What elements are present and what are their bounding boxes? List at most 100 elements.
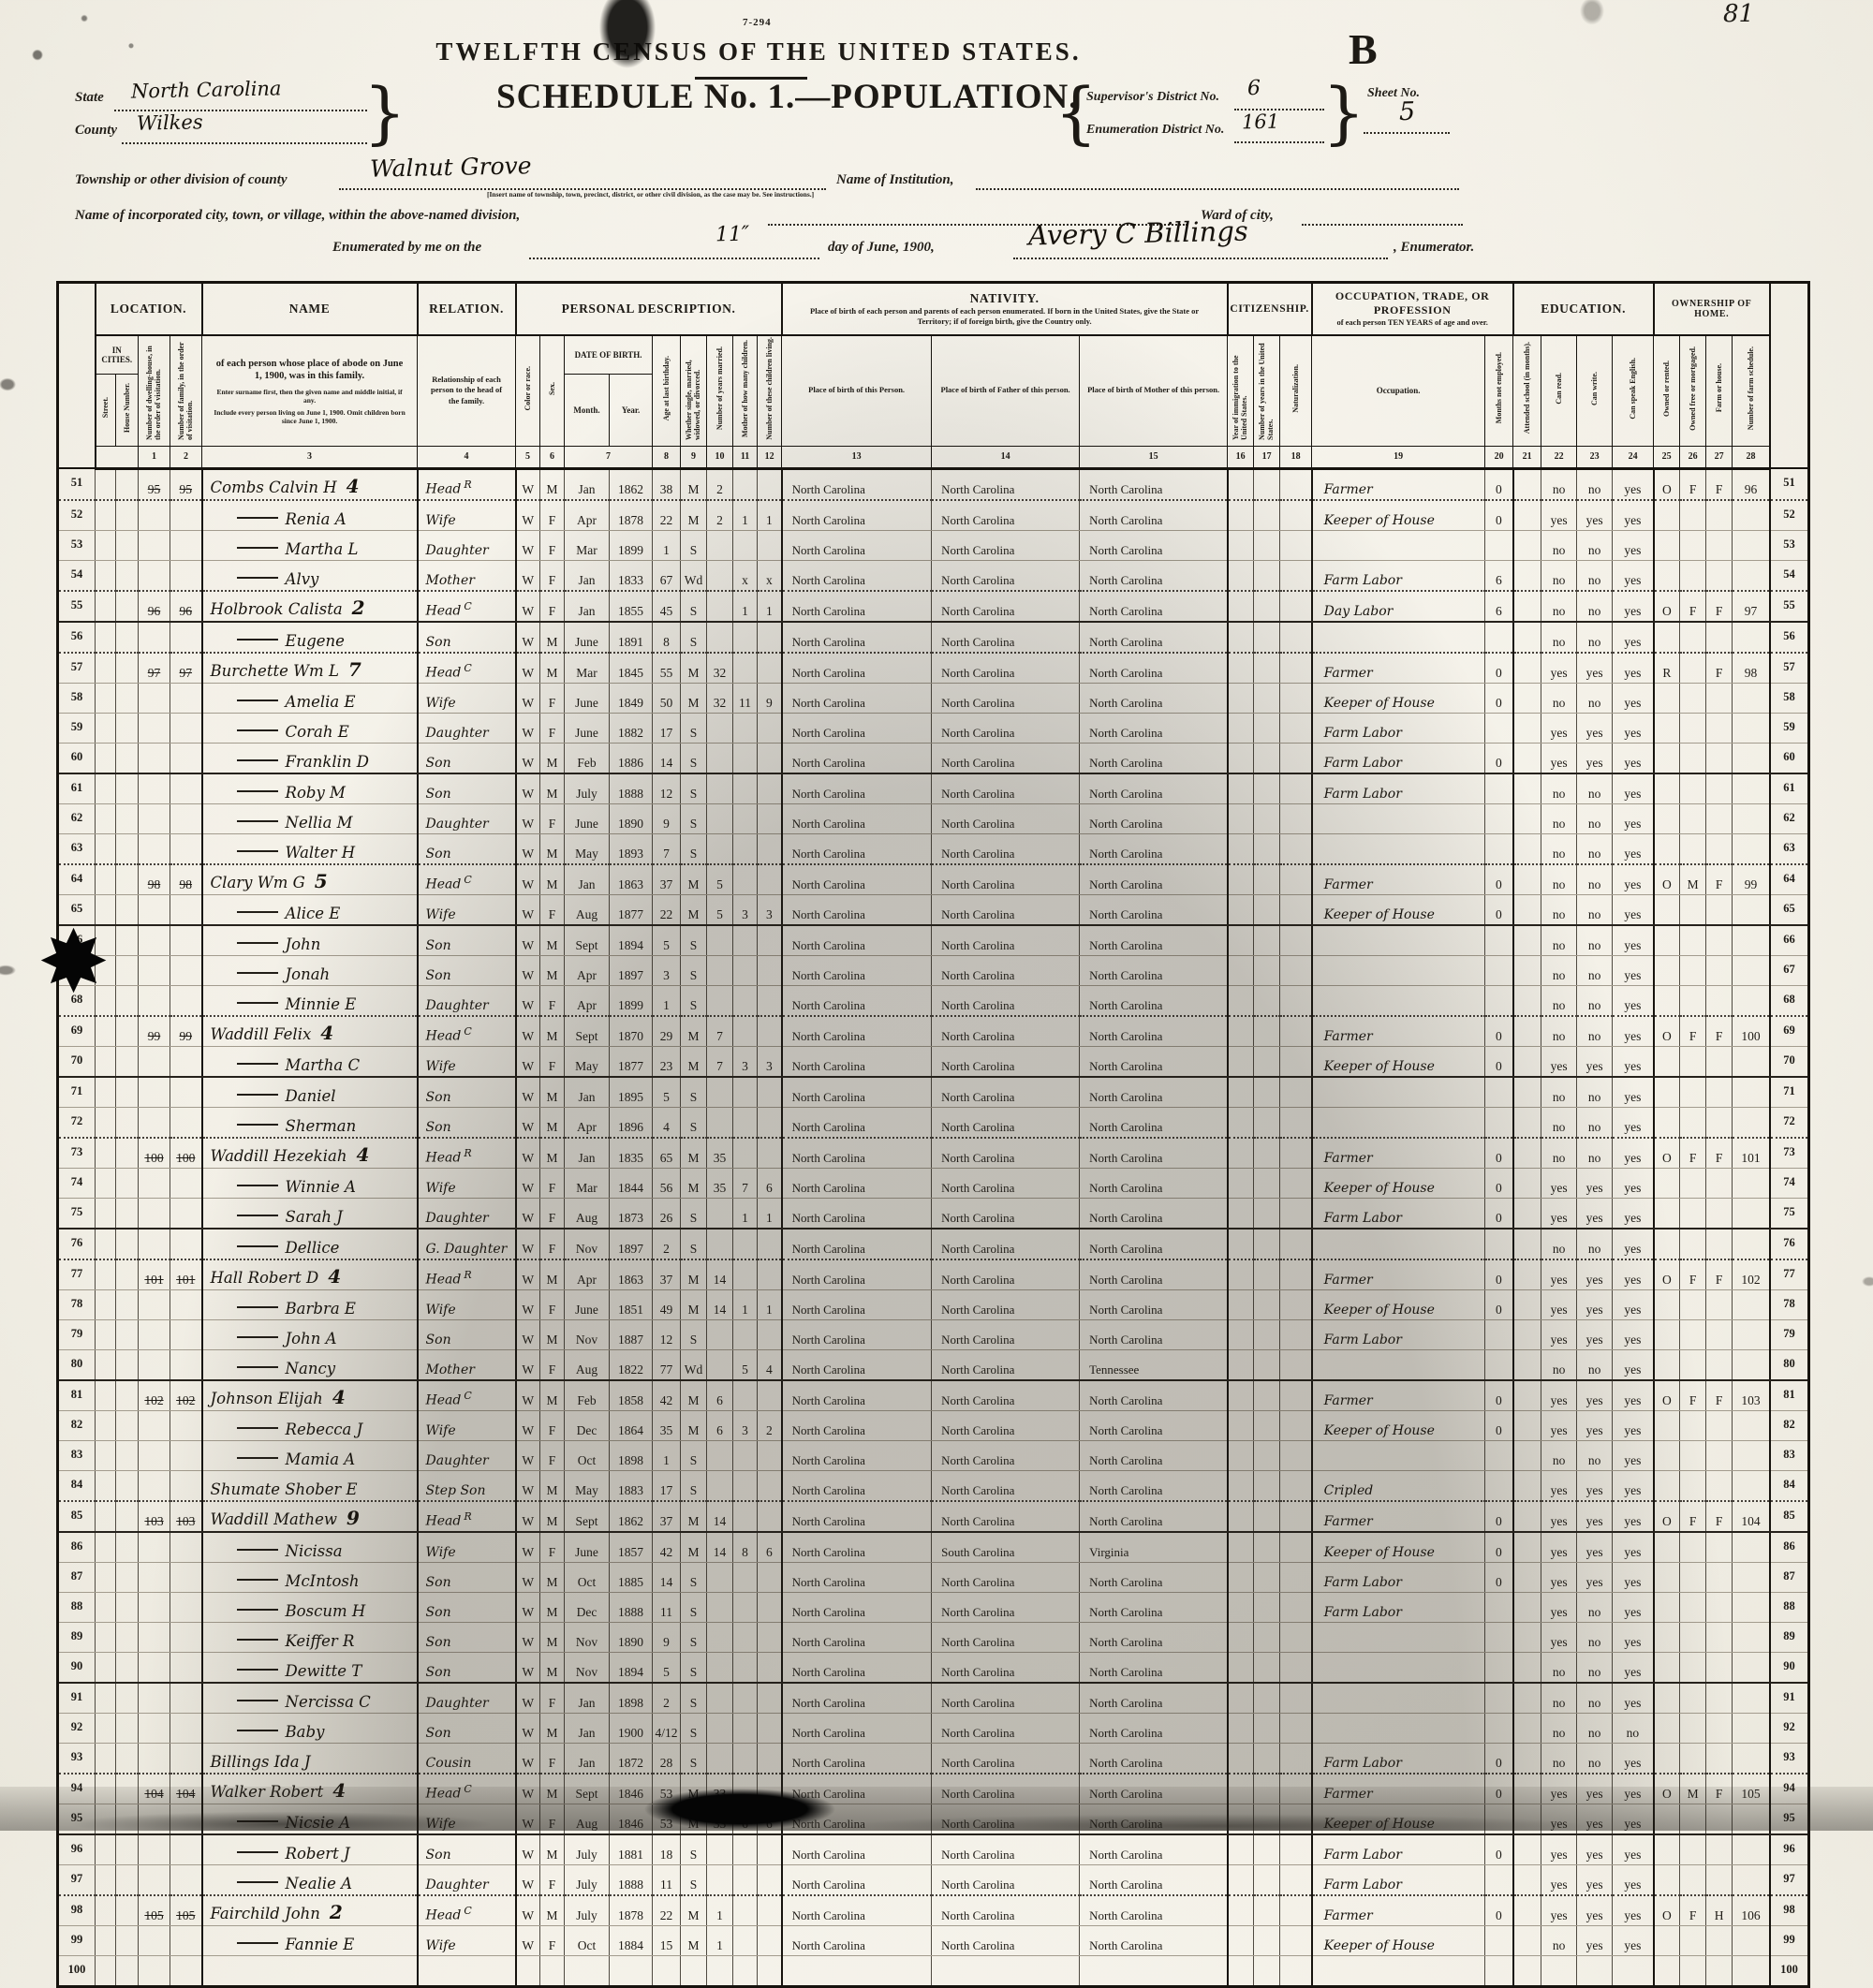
name-cell: Dellice bbox=[200, 1228, 418, 1260]
street-cell bbox=[95, 1894, 116, 1926]
group-name: NAME bbox=[200, 281, 419, 336]
occupation-cell: Farm Labor bbox=[1310, 1743, 1485, 1774]
marital-status-cell: M bbox=[680, 894, 707, 926]
age-cell: 14 bbox=[652, 1562, 681, 1593]
line-number-left: 79 bbox=[57, 1319, 96, 1350]
farm-schedule-cell bbox=[1732, 924, 1770, 956]
census-row-97: 97 Nealie A Daughter W F July 1888 11 S North Car… bbox=[57, 1864, 1809, 1896]
birth-month-cell-value: Sept bbox=[575, 937, 598, 952]
can-read-cell-value: yes bbox=[1550, 1634, 1568, 1649]
mother-birthplace-cell-value: North Carolina bbox=[1089, 755, 1163, 770]
birth-month-cell: Sept bbox=[564, 1500, 610, 1533]
attended-school-cell bbox=[1512, 1076, 1541, 1108]
farm-schedule-cell bbox=[1732, 1925, 1770, 1956]
immigration-year-cell bbox=[1226, 530, 1254, 561]
can-read-cell-value: no bbox=[1552, 786, 1566, 801]
marital-status-cell: M bbox=[680, 683, 707, 714]
relation-value: Son bbox=[425, 1089, 451, 1105]
can-speak-english-cell-value: no bbox=[1626, 1725, 1640, 1740]
marital-status-cell: S bbox=[680, 1713, 707, 1744]
months-unemployed-cell-value: 0 bbox=[1496, 1392, 1502, 1407]
age-cell-value: 53 bbox=[659, 1786, 673, 1801]
family-number-cell bbox=[169, 1289, 202, 1320]
farm-schedule-cell bbox=[1732, 1592, 1770, 1623]
line-number-left: 70 bbox=[57, 1046, 96, 1078]
census-row-79: 79 John A Son W M Nov 1887 12 S North Carolina Nor… bbox=[57, 1319, 1809, 1350]
mother-birthplace-cell: North Carolina bbox=[1079, 1289, 1228, 1320]
children-living-cell bbox=[757, 713, 782, 744]
can-read-cell-value: no bbox=[1552, 1695, 1566, 1710]
dwelling-number-cell bbox=[138, 1682, 170, 1714]
family-number-cell bbox=[169, 1349, 202, 1381]
mother-birthplace-cell-value: North Carolina bbox=[1089, 1119, 1163, 1134]
attended-school-cell bbox=[1512, 530, 1541, 561]
color-race-cell: W bbox=[514, 1168, 540, 1199]
house-number-cell bbox=[115, 955, 139, 986]
marital-status-cell: S bbox=[680, 621, 707, 654]
age-cell: 56 bbox=[652, 1168, 681, 1199]
years-married-cell-value: 5 bbox=[716, 906, 723, 921]
sex-cell: F bbox=[539, 1289, 565, 1320]
children-living-cell-value: 2 bbox=[765, 1422, 773, 1437]
header-birth-month: Month. bbox=[564, 373, 611, 447]
birthplace-cell: North Carolina bbox=[780, 803, 932, 834]
can-speak-english-cell-value: yes bbox=[1624, 846, 1642, 861]
mother-of-children-cell-value: 1 bbox=[742, 1210, 748, 1225]
father-birthplace-cell: North Carolina bbox=[931, 652, 1080, 684]
mother-of-children-cell bbox=[732, 1713, 758, 1744]
page-title: TWELFTH CENSUS OF THE UNITED STATES. bbox=[435, 37, 1082, 66]
months-unemployed-cell bbox=[1484, 803, 1513, 834]
family-number-cell bbox=[169, 1440, 202, 1471]
name-cell: Rebecca J bbox=[200, 1410, 418, 1441]
father-birthplace-cell-value: North Carolina bbox=[941, 665, 1015, 680]
street-cell bbox=[95, 1592, 116, 1623]
can-write-cell-value: no bbox=[1587, 1119, 1601, 1134]
line-number-right-value: 51 bbox=[1783, 476, 1795, 490]
can-speak-english-cell-value: yes bbox=[1624, 937, 1642, 952]
dwelling-number-cell bbox=[138, 955, 170, 986]
sex-cell bbox=[539, 1955, 565, 1987]
sex-cell-value: M bbox=[546, 967, 558, 982]
birth-year-cell: 1877 bbox=[609, 894, 653, 926]
marital-status-cell: M bbox=[680, 1046, 707, 1078]
birth-month-cell: July bbox=[564, 1864, 610, 1896]
years-in-us-cell bbox=[1253, 530, 1280, 561]
mother-birthplace-cell: North Carolina bbox=[1079, 1652, 1228, 1684]
age-cell: 77 bbox=[652, 1349, 681, 1381]
father-birthplace-cell: North Carolina bbox=[931, 1925, 1080, 1956]
birth-year-cell-value: 1882 bbox=[618, 725, 644, 740]
line-number-right: 83 bbox=[1768, 1440, 1809, 1471]
birth-month-cell bbox=[564, 1955, 610, 1987]
farm-schedule-cell: 96 bbox=[1732, 468, 1770, 501]
sex-cell: M bbox=[539, 1076, 565, 1108]
birth-year-cell-value: 1835 bbox=[618, 1150, 644, 1165]
birth-year-cell: 1897 bbox=[609, 955, 653, 986]
years-married-cell bbox=[706, 560, 733, 592]
person-name: Dewitte T bbox=[285, 1661, 362, 1680]
group-occupation: OCCUPATION, TRADE, OR PROFESSION of each… bbox=[1310, 281, 1514, 336]
birthplace-cell: North Carolina bbox=[780, 1743, 932, 1774]
birth-month-cell: Feb bbox=[564, 743, 610, 774]
occupation-cell-value: Farmer bbox=[1323, 1513, 1373, 1529]
birth-year-cell: 1846 bbox=[609, 1804, 653, 1835]
birth-year-cell: 1862 bbox=[609, 1500, 653, 1533]
owned-rented-cell bbox=[1652, 713, 1680, 744]
line-number-right-value: 57 bbox=[1783, 659, 1795, 673]
name-cell: Winnie A bbox=[200, 1168, 418, 1199]
marital-status-cell: S bbox=[680, 530, 707, 561]
can-write-cell: no bbox=[1576, 1349, 1613, 1381]
father-birthplace-cell-value: North Carolina bbox=[941, 1119, 1015, 1134]
free-mortgaged-cell bbox=[1679, 1833, 1706, 1865]
age-cell-value: 5 bbox=[663, 1089, 670, 1104]
age-cell: 53 bbox=[652, 1773, 681, 1804]
line-number-right: 55 bbox=[1768, 590, 1809, 623]
birthplace-cell: North Carolina bbox=[780, 1652, 932, 1684]
line-number-right-value: 62 bbox=[1783, 810, 1795, 824]
marital-status-cell: M bbox=[680, 1894, 707, 1926]
can-write-cell: no bbox=[1576, 1228, 1613, 1260]
birth-month-cell-value: Aug bbox=[575, 1816, 598, 1831]
color-race-cell-value: W bbox=[522, 1210, 535, 1225]
free-mortgaged-cell bbox=[1679, 683, 1706, 714]
years-in-us-cell bbox=[1253, 1410, 1280, 1441]
house-number-cell bbox=[115, 1562, 139, 1593]
